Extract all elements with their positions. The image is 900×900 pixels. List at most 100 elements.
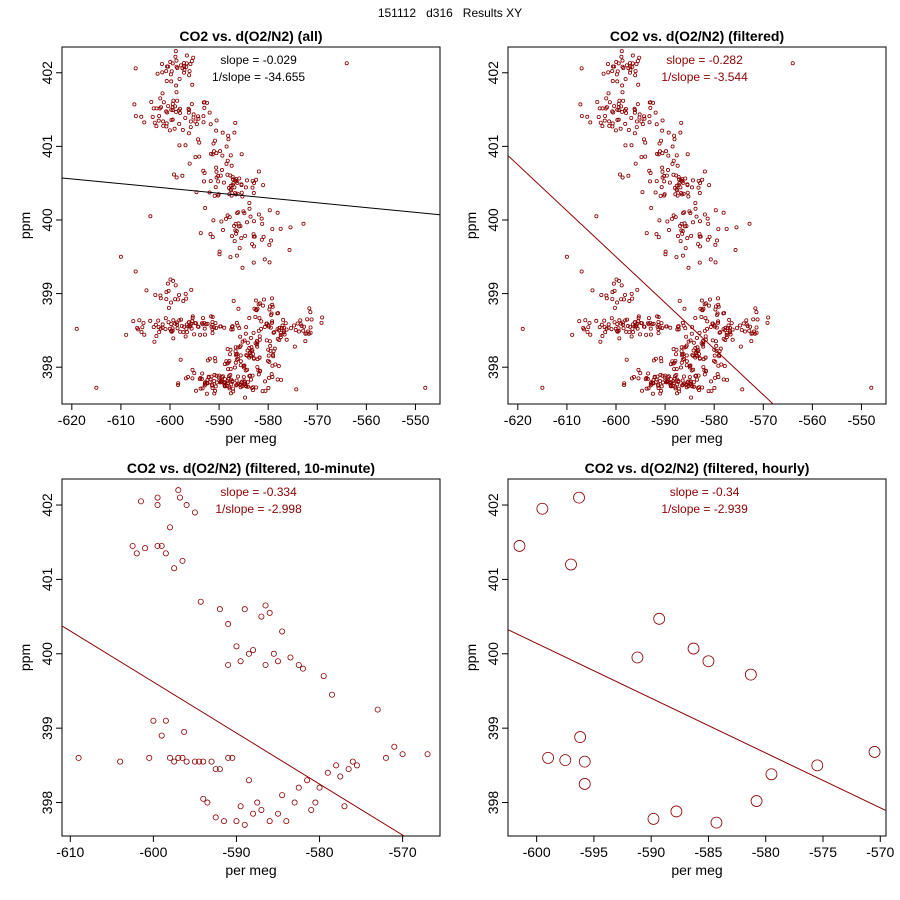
data-point — [691, 380, 696, 385]
data-point — [681, 352, 686, 357]
data-point — [158, 293, 163, 298]
data-point — [618, 172, 623, 177]
data-point — [697, 260, 702, 265]
x-tick-label: -590 — [651, 412, 679, 428]
data-point — [264, 321, 269, 326]
data-point — [250, 373, 255, 378]
data-point — [703, 334, 708, 339]
data-point — [144, 288, 149, 293]
data-point — [668, 325, 673, 330]
data-point — [179, 557, 186, 564]
inverse-slope-annotation: 1/slope = -3.544 — [661, 70, 748, 84]
data-point — [685, 190, 690, 195]
data-point — [150, 114, 155, 119]
data-point — [604, 296, 609, 301]
data-point — [693, 206, 698, 211]
data-point — [205, 100, 210, 105]
data-point — [616, 101, 621, 106]
data-point — [424, 751, 431, 758]
data-point — [148, 214, 153, 219]
x-tick-label: -575 — [809, 844, 837, 860]
data-point — [231, 298, 236, 303]
data-point — [231, 389, 236, 394]
data-point — [192, 332, 197, 337]
data-point — [670, 216, 675, 221]
x-tick-label: -570 — [303, 412, 331, 428]
data-point — [225, 158, 230, 163]
x-axis-label: per meg — [225, 862, 276, 878]
data-point — [374, 706, 381, 713]
data-point — [753, 306, 758, 311]
data-point — [169, 329, 174, 334]
data-point — [701, 344, 706, 349]
data-point — [198, 231, 203, 236]
data-point — [671, 361, 676, 366]
scatter-points — [75, 487, 431, 828]
data-point — [657, 149, 662, 154]
data-point — [620, 83, 625, 88]
data-point — [610, 69, 615, 74]
data-point — [278, 333, 283, 338]
data-point — [275, 210, 280, 215]
data-point — [729, 321, 734, 326]
x-tick-label: -620 — [58, 412, 86, 428]
data-point — [180, 173, 185, 178]
data-point — [694, 336, 699, 341]
data-point — [190, 316, 195, 321]
data-point — [266, 375, 271, 380]
data-point — [270, 320, 275, 325]
data-point — [705, 216, 710, 221]
data-point — [154, 494, 161, 501]
data-point — [603, 114, 608, 119]
y-tick-label: 401 — [39, 134, 55, 158]
slope-annotation: slope = -0.029 — [220, 53, 297, 67]
data-point — [701, 357, 706, 362]
data-point — [283, 818, 290, 825]
data-point — [570, 332, 575, 337]
data-point — [234, 229, 239, 234]
data-point — [270, 319, 275, 324]
data-point — [152, 120, 157, 125]
data-point — [163, 316, 168, 321]
data-point — [605, 61, 610, 66]
data-point — [744, 318, 749, 323]
y-axis-label: ppm — [463, 212, 479, 239]
data-point — [689, 331, 694, 336]
data-point — [618, 126, 623, 131]
data-point — [728, 332, 733, 337]
data-point — [245, 777, 252, 784]
data-point — [695, 385, 700, 390]
data-point — [240, 265, 245, 270]
data-point — [716, 374, 721, 379]
data-point — [251, 219, 256, 224]
data-point — [263, 379, 268, 384]
data-point — [648, 332, 653, 337]
data-point — [619, 104, 624, 109]
data-point — [198, 386, 203, 391]
data-point — [674, 255, 679, 260]
data-point — [642, 116, 647, 121]
data-point — [235, 352, 240, 357]
data-point — [131, 319, 136, 324]
data-point — [160, 91, 165, 96]
data-point — [630, 53, 635, 58]
data-point — [629, 115, 634, 120]
data-point — [690, 178, 695, 183]
data-point — [697, 352, 702, 357]
data-point — [630, 296, 635, 301]
data-point — [651, 381, 656, 386]
x-tick-label: -600 — [156, 412, 184, 428]
data-point — [196, 137, 201, 142]
data-point — [228, 366, 233, 371]
data-point — [660, 128, 665, 133]
data-point — [722, 311, 727, 316]
data-point — [611, 281, 616, 286]
data-point — [196, 114, 201, 119]
data-point — [183, 143, 188, 148]
y-tick-label: 402 — [485, 493, 501, 517]
data-point — [306, 329, 311, 334]
data-point — [583, 318, 588, 323]
data-point — [166, 754, 173, 761]
data-point — [153, 292, 158, 297]
data-point — [349, 758, 356, 765]
